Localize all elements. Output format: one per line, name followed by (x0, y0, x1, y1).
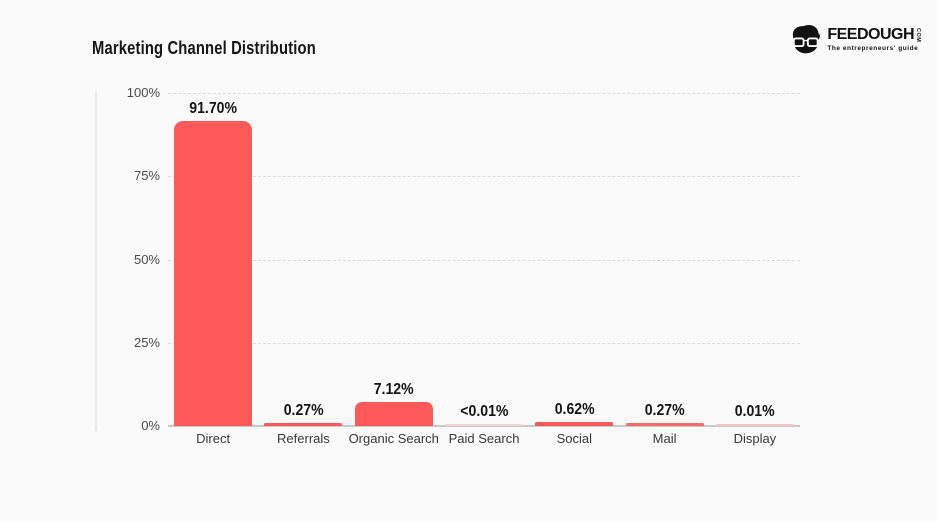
bar-mail (625, 423, 704, 426)
y-axis-line (95, 91, 97, 431)
y-axis-tick-label: 0% (141, 418, 160, 433)
bar-column-mail: 0.27% (619, 93, 709, 426)
bar-value-label: 7.12% (373, 381, 414, 398)
bar-column-display: 0.01% (710, 93, 800, 426)
feedough-logo: FEEDOUGH COM The entrepreneurs' guide (790, 24, 921, 58)
feedough-tld-text: COM (915, 28, 921, 43)
x-axis-category-label-display: Display (733, 431, 777, 446)
bars-row: 91.70% 0.27% 7.12% <0.01% 0.62% 0.27% 0.01% (168, 93, 800, 426)
gridline (168, 176, 800, 178)
feedough-face-icon (793, 25, 821, 54)
bar-direct (174, 121, 253, 426)
feedough-tagline: The entrepreneurs' guide (827, 45, 919, 52)
bar-value-label: 91.70% (189, 100, 238, 117)
y-axis-tick-label: 100% (126, 85, 160, 100)
bar-social (535, 422, 614, 426)
x-axis-category-row: Direct Referrals Organic Search Paid Search… (168, 431, 800, 446)
y-axis-tick-label: 25% (133, 334, 160, 350)
gridline (168, 342, 800, 344)
y-axis-tick-label: 50% (133, 251, 160, 267)
bar-value-label: <0.01% (459, 403, 509, 420)
bar-paid-search (444, 424, 523, 426)
bar-column-referrals: 0.27% (258, 93, 348, 426)
x-axis-category-label-mail: Mail (652, 431, 677, 446)
bar-column-direct: 91.70% (168, 93, 258, 426)
feedough-logo-text: FEEDOUGH COM The entrepreneurs' guide (827, 26, 921, 53)
x-axis-category-label-referrals: Referrals (277, 431, 330, 446)
bar-column-social: 0.62% (529, 93, 619, 426)
bar-referrals (264, 423, 343, 426)
gridline (168, 259, 800, 261)
bar-column-organic-search: 7.12% (349, 93, 439, 426)
bar-value-label: 0.01% (734, 403, 775, 420)
x-axis-category-label-social: Social (556, 431, 593, 446)
y-axis-tick-label: 75% (133, 168, 160, 184)
bar-display (715, 424, 794, 426)
bar-value-label: 0.27% (283, 402, 324, 419)
bar-column-paid-search: <0.01% (439, 93, 529, 426)
chart-title: Marketing Channel Distribution (92, 38, 316, 58)
x-axis-baseline (168, 425, 800, 427)
gridline (168, 93, 800, 94)
bar-value-label: 0.62% (554, 401, 595, 418)
bar-value-label: 0.27% (644, 402, 685, 419)
feedough-brand-text: FEEDOUGH (827, 26, 914, 43)
x-axis-category-label-direct: Direct (196, 431, 231, 446)
x-axis-category-label-organic-search: Organic Search (348, 431, 439, 446)
bar-organic-search (354, 402, 433, 426)
x-axis-category-label-paid-search: Paid Search (448, 431, 520, 446)
